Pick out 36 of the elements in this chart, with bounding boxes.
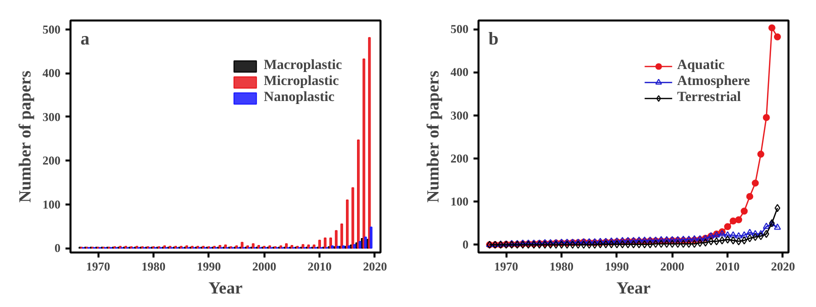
y-tick-label: 400 <box>42 66 60 80</box>
x-tick-label: 1970 <box>86 260 110 274</box>
legend-label: Atmosphere <box>677 74 750 90</box>
y-tick-label: 500 <box>42 22 60 36</box>
legend-label: Aquatic <box>677 58 725 74</box>
x-axis-title: Year <box>208 278 243 298</box>
legend-label: Terrestrial <box>677 90 741 106</box>
y-tick-label: 100 <box>42 197 60 212</box>
x-tick-label: 2020 <box>770 260 795 274</box>
x-tick-label: 2010 <box>308 260 332 274</box>
y-tick-label: 200 <box>42 154 60 168</box>
x-tick-label: 1990 <box>604 260 629 274</box>
legend-label: Macroplastic <box>264 58 342 74</box>
legend-label: Nanoplastic <box>264 90 335 106</box>
x-tick-label: 1970 <box>494 260 518 274</box>
y-tick-label: 300 <box>42 110 60 124</box>
y-tick-label: 0 <box>54 241 60 256</box>
y-axis-title: Number of papers <box>424 70 442 203</box>
x-tick-label: 2000 <box>660 260 684 274</box>
y-tick-label: 100 <box>450 194 468 209</box>
y-tick-label: 500 <box>450 22 468 36</box>
x-tick-label: 2000 <box>252 260 276 274</box>
y-tick-label: 300 <box>450 108 468 122</box>
x-tick-label: 2010 <box>716 260 740 274</box>
legend-label: Microplastic <box>264 74 339 90</box>
x-tick-label: 1980 <box>550 260 574 274</box>
y-tick-label: 0 <box>462 238 468 252</box>
x-tick-label: 1990 <box>196 260 221 274</box>
y-tick-label: 400 <box>450 65 468 80</box>
x-axis-title: Year <box>616 278 651 298</box>
x-tick-label: 1980 <box>142 260 166 274</box>
chart-title: a <box>80 28 90 48</box>
y-axis-title: Number of papers <box>16 70 34 203</box>
x-tick-label: 2020 <box>362 260 387 274</box>
chart-title: b <box>488 28 499 48</box>
y-tick-label: 200 <box>450 151 468 166</box>
